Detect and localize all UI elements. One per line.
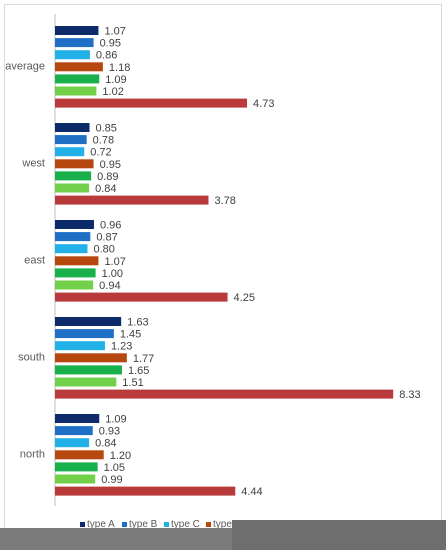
value-label-east-4: 1.00 (102, 268, 123, 280)
bar-east-1 (55, 232, 91, 242)
value-label-north-3: 1.20 (110, 450, 131, 462)
bar-south-6 (55, 389, 394, 399)
value-label-south-0: 1.63 (127, 317, 148, 329)
bar-west-0 (55, 123, 90, 132)
legend-label-1: type B (129, 519, 158, 530)
category-label-west: west (21, 157, 45, 169)
category-label-north: north (20, 448, 45, 460)
value-label-north-6: 4.44 (241, 486, 262, 498)
bar-east-5 (55, 280, 94, 290)
legend-swatch-1 (122, 522, 127, 527)
category-label-east: east (24, 254, 45, 266)
bar-west-4 (55, 171, 92, 181)
bar-average-1 (55, 38, 94, 48)
bar-north-5 (55, 474, 96, 484)
bar-north-6 (55, 486, 236, 496)
bar-average-2 (55, 50, 90, 60)
value-label-north-4: 1.05 (104, 462, 125, 474)
value-label-average-2: 0.86 (96, 50, 117, 62)
bar-north-2 (55, 438, 90, 448)
bar-south-2 (55, 341, 105, 351)
bar-west-3 (55, 159, 94, 169)
value-label-south-4: 1.65 (128, 365, 149, 377)
value-label-west-5: 0.84 (95, 183, 116, 195)
bar-south-1 (55, 329, 114, 339)
bar-west-6 (55, 195, 209, 205)
value-label-north-5: 0.99 (101, 474, 122, 486)
bar-north-1 (55, 426, 93, 436)
value-label-north-1: 0.93 (99, 426, 120, 438)
value-label-west-4: 0.89 (97, 171, 118, 183)
bar-west-1 (55, 135, 87, 145)
legend-label-3: type (213, 519, 232, 530)
bar-average-4 (55, 74, 100, 84)
value-label-north-0: 1.09 (105, 414, 126, 426)
value-label-south-2: 1.23 (111, 341, 132, 353)
value-label-east-3: 1.07 (104, 256, 125, 268)
value-label-average-4: 1.09 (105, 74, 126, 86)
bar-north-4 (55, 462, 98, 472)
legend-swatch-0 (80, 522, 85, 527)
bar-east-0 (55, 220, 94, 229)
bar-south-5 (55, 377, 117, 387)
value-label-west-0: 0.85 (96, 123, 117, 135)
value-label-average-1: 0.95 (100, 38, 121, 50)
bar-west-5 (55, 183, 90, 193)
bar-north-0 (55, 414, 100, 423)
legend-swatch-2 (164, 522, 169, 527)
value-label-west-3: 0.95 (100, 159, 121, 171)
bar-average-3 (55, 62, 103, 72)
category-label-average: average (5, 60, 45, 72)
legend-label-2: type C (171, 519, 200, 530)
bar-average-5 (55, 86, 97, 96)
bar-average-6 (55, 98, 248, 108)
value-label-east-1: 0.87 (96, 232, 117, 244)
bar-east-3 (55, 256, 99, 266)
bar-west-2 (55, 147, 85, 157)
bar-average-0 (55, 26, 99, 35)
bar-east-2 (55, 244, 88, 254)
value-label-average-3: 1.18 (109, 62, 130, 74)
value-label-average-5: 1.02 (102, 86, 123, 98)
value-label-south-5: 1.51 (122, 377, 143, 389)
value-label-west-6: 3.78 (214, 195, 235, 207)
value-label-west-2: 0.72 (90, 147, 111, 159)
value-label-east-6: 4.25 (234, 292, 255, 304)
legend-label-0: type A (87, 519, 115, 530)
value-label-north-2: 0.84 (95, 438, 116, 450)
value-label-south-6: 8.33 (399, 389, 420, 401)
value-label-average-0: 1.07 (104, 26, 125, 38)
value-label-south-3: 1.77 (133, 353, 154, 365)
bar-south-4 (55, 365, 122, 375)
bar-east-6 (55, 292, 228, 302)
bar-north-3 (55, 450, 104, 460)
bar-east-4 (55, 268, 96, 278)
bar-south-3 (55, 353, 127, 363)
category-label-south: south (18, 351, 45, 363)
bar-south-0 (55, 317, 122, 326)
value-label-average-6: 4.73 (253, 98, 274, 110)
bottom-overlay-panel (232, 520, 446, 550)
value-label-south-1: 1.45 (120, 329, 141, 341)
legend-swatch-3 (206, 522, 211, 527)
value-label-east-5: 0.94 (99, 280, 120, 292)
value-label-east-0: 0.96 (100, 220, 121, 232)
value-label-east-2: 0.80 (93, 244, 114, 256)
value-label-west-1: 0.78 (93, 135, 114, 147)
